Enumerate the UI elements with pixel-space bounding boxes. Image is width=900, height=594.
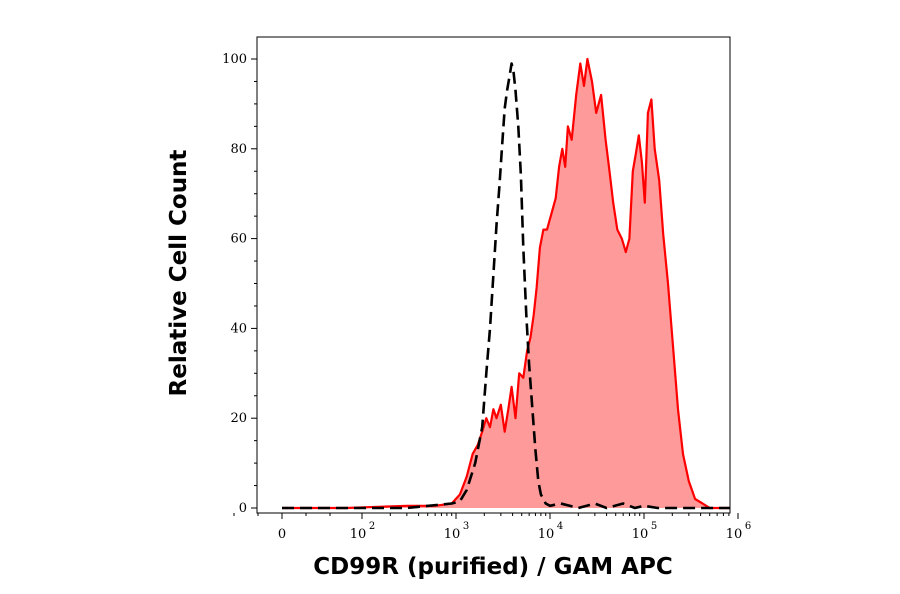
x-tick-exponent: 5 <box>651 521 657 532</box>
y-tick-label: 20 <box>230 411 247 426</box>
x-tick-exponent: 6 <box>745 521 751 532</box>
plot-frame <box>256 36 731 514</box>
x-tick-exponent: 3 <box>463 521 469 532</box>
series-0-fill <box>282 59 730 508</box>
x-tick-exponent: 2 <box>369 521 375 532</box>
y-axis: 0 20 40 60 80 100 <box>222 52 257 516</box>
series-0-line <box>282 57 730 510</box>
y-axis-title: Relative Cell Count <box>166 150 192 397</box>
y-tick-label: 60 <box>230 232 247 247</box>
y-tick-label: 0 <box>239 501 247 516</box>
x-tick-label: 10 <box>538 527 555 542</box>
x-axis-title: CD99R (purified) / GAM APC <box>313 554 672 580</box>
x-tick-label: 10 <box>632 527 649 542</box>
y-tick-label: 40 <box>230 321 247 336</box>
x-tick-label: 10 <box>444 527 461 542</box>
x-tick-label: 0 <box>278 527 286 542</box>
x-tick-exponent: 4 <box>557 521 563 532</box>
y-tick-label: 80 <box>230 142 247 157</box>
x-tick-label: 10 <box>726 527 743 542</box>
data-layer <box>282 57 730 510</box>
series-1-line <box>282 62 730 510</box>
y-tick-label: 100 <box>222 52 247 67</box>
x-tick-label: 10 <box>350 527 367 542</box>
